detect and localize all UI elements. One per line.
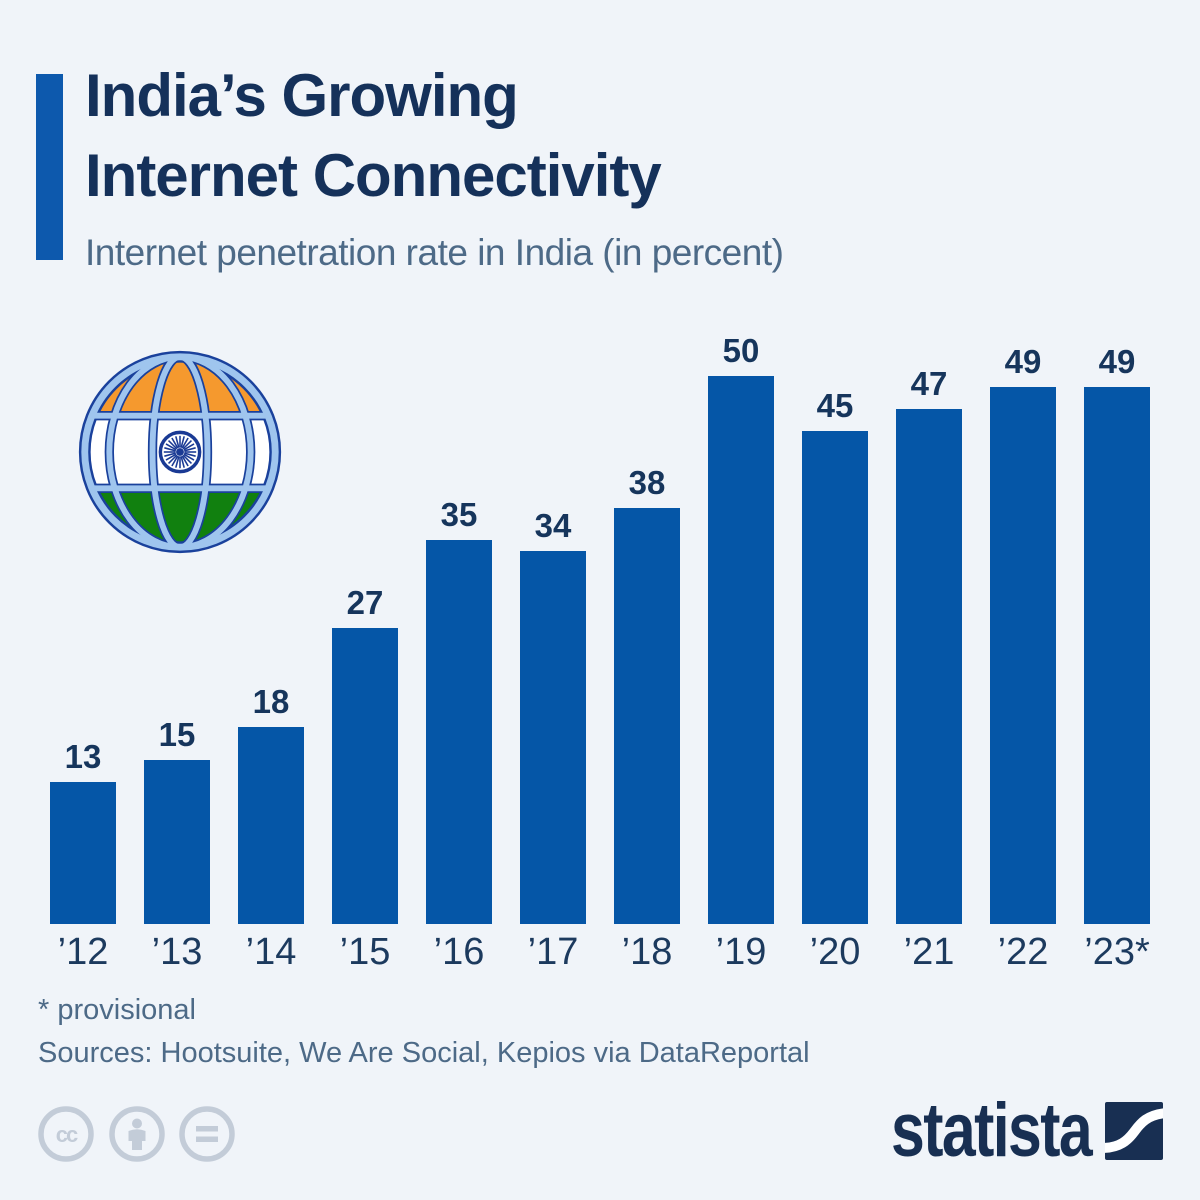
bar-value-label: 49 (1098, 343, 1136, 380)
title-line-1: India’s Growing (85, 62, 519, 129)
x-axis-tick-label: ’20 (809, 931, 861, 973)
bar-group: 38 (614, 466, 680, 924)
x-axis-tick-label: ’17 (527, 931, 579, 973)
bar (50, 782, 116, 924)
license-icons: cc (38, 1106, 238, 1171)
x-axis-tick-label: ’21 (903, 931, 955, 973)
chart-subtitle: Internet penetration rate in India (in p… (85, 232, 784, 273)
bar (896, 409, 962, 924)
cc-nd-equals-icon (179, 1106, 235, 1162)
bar (614, 508, 680, 924)
bar-value-label: 15 (158, 716, 196, 753)
bar-group: 35 (426, 498, 492, 924)
bar-group: 49 (1084, 345, 1150, 924)
x-axis-tick-label: ’23* (1084, 931, 1150, 973)
statista-logo-mark (1105, 1102, 1163, 1160)
cc-icon (38, 1106, 94, 1162)
x-axis-tick-label: ’15 (339, 931, 391, 973)
x-axis-tick-label: ’19 (715, 931, 767, 973)
bar-value-label: 18 (252, 683, 290, 720)
x-axis-tick-label: ’13 (151, 931, 203, 973)
x-axis-tick-label: ’16 (433, 931, 485, 973)
bar (802, 431, 868, 924)
statista-logo: statista (841, 1088, 1163, 1173)
bar-value-label: 47 (910, 365, 948, 402)
footnote: * provisional (38, 994, 196, 1026)
ashoka-chakra-icon (158, 430, 202, 474)
bar-value-label: 45 (816, 387, 854, 424)
bar-group: 50 (708, 334, 774, 924)
bar-group: 27 (332, 586, 398, 924)
title-accent-bar (36, 74, 63, 260)
bar (144, 760, 210, 924)
bar (238, 727, 304, 924)
globe-with-india-flag-icon (72, 344, 288, 560)
bar-value-label: 13 (64, 738, 102, 775)
bar-value-label: 35 (440, 496, 478, 533)
svg-text:cc: cc (56, 1122, 78, 1147)
bar-value-label: 50 (722, 332, 760, 369)
bar (426, 540, 492, 924)
x-axis-tick-label: ’12 (57, 931, 109, 973)
bar-group: 49 (990, 345, 1056, 924)
x-axis-labels: ’12 ’13 ’14 ’15 ’16 ’17 ’18 ’19 ’20 ’21 ’22 ’23* (50, 930, 1150, 976)
x-axis-tick-label: ’14 (245, 931, 297, 973)
bar-group: 15 (144, 718, 210, 924)
bar (708, 376, 774, 924)
bar (520, 551, 586, 924)
cc-by-person-icon (109, 1106, 165, 1162)
bar-value-label: 34 (534, 507, 572, 544)
sources-line: Sources: Hootsuite, We Are Social, Kepio… (38, 1037, 810, 1069)
bar-group: 18 (238, 685, 304, 924)
bar-group: 45 (802, 389, 868, 924)
title-line-2: Internet Connectivity (85, 142, 662, 209)
x-axis-tick-label: ’18 (621, 931, 673, 973)
bar-value-label: 27 (346, 584, 384, 621)
bar-group: 47 (896, 367, 962, 924)
x-axis-tick-label: ’22 (997, 931, 1049, 973)
bar-value-label: 49 (1004, 343, 1042, 380)
bar (332, 628, 398, 924)
bar-group: 13 (50, 740, 116, 924)
bar-group: 34 (520, 509, 586, 924)
bar (990, 387, 1056, 924)
bar-chart: 13 15 18 27 35 34 38 50 45 47 49 49 (50, 324, 1150, 924)
statista-wordmark: statista (890, 1088, 1093, 1173)
bar-value-label: 38 (628, 464, 666, 501)
bar (1084, 387, 1150, 924)
page-title: India’s Growing Internet Connectivity (85, 56, 662, 216)
